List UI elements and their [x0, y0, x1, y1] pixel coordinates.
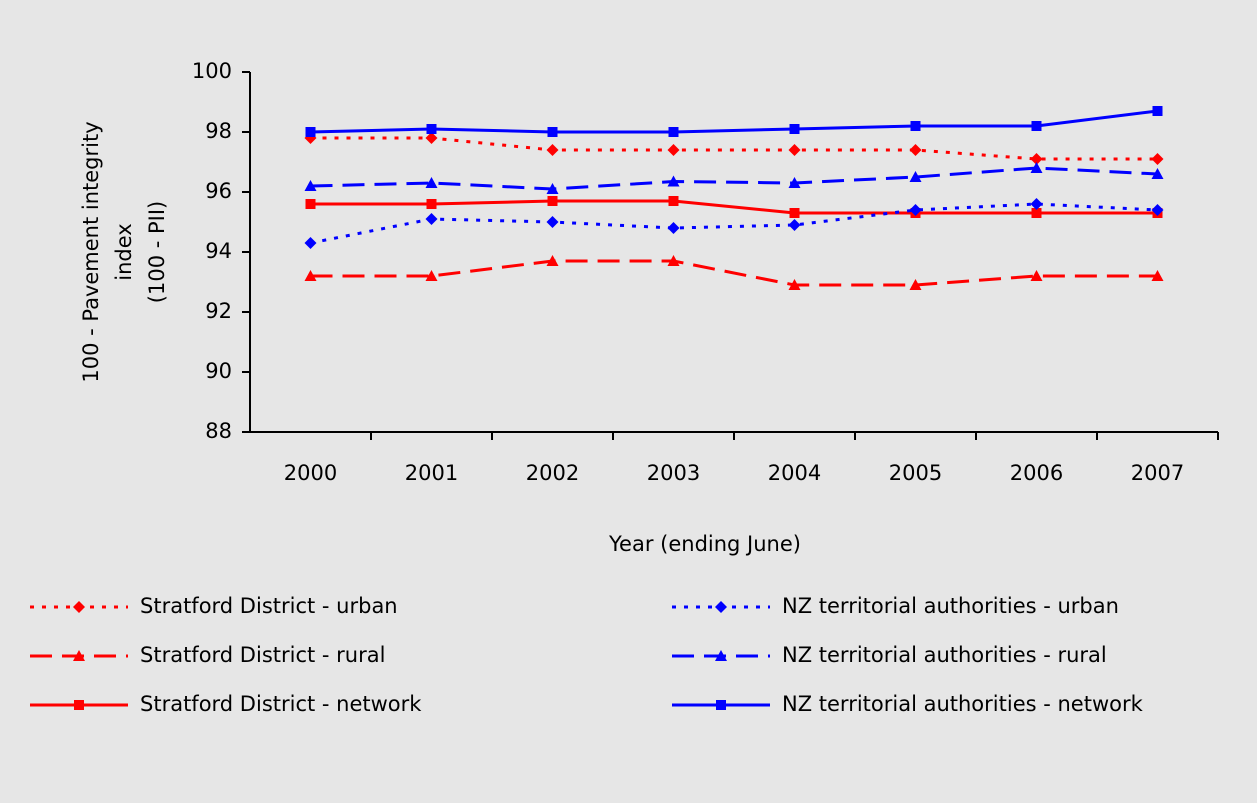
marker — [305, 127, 316, 137]
x-axis-title: Year (ending June) — [608, 532, 801, 556]
marker — [788, 219, 801, 231]
marker — [910, 121, 921, 131]
series-line — [310, 109, 1158, 134]
x-tick-label: 2004 — [768, 461, 821, 485]
marker — [667, 175, 680, 187]
x-tick-label: 2007 — [1131, 461, 1184, 485]
marker — [1030, 198, 1043, 210]
y-tick-label: 92 — [205, 299, 232, 323]
x-tick-label: 2005 — [889, 461, 942, 485]
marker — [547, 196, 558, 206]
marker — [425, 177, 438, 188]
marker — [1151, 168, 1164, 179]
y-axis-title-line: (100 - PII) — [145, 201, 169, 303]
y-tick-label: 100 — [192, 59, 232, 83]
marker — [909, 144, 922, 156]
marker — [426, 124, 437, 134]
marker — [546, 144, 559, 156]
marker — [1031, 121, 1042, 131]
series-line — [310, 202, 1158, 245]
marker — [547, 127, 558, 137]
marker — [1151, 270, 1164, 281]
y-tick-label: 96 — [205, 179, 232, 203]
marker — [425, 132, 438, 144]
y-tick-label: 88 — [205, 419, 232, 443]
marker — [667, 144, 680, 156]
x-tick-label: 2003 — [647, 461, 700, 485]
x-tick-label: 2000 — [284, 461, 337, 485]
series-line — [310, 259, 1158, 287]
marker — [789, 124, 800, 134]
marker — [715, 601, 727, 613]
x-tick-label: 2006 — [1010, 461, 1063, 485]
marker — [1151, 204, 1164, 216]
marker — [73, 650, 85, 661]
marker — [305, 199, 316, 209]
x-tick-label: 2001 — [405, 461, 458, 485]
marker — [909, 279, 922, 290]
marker — [546, 255, 559, 266]
marker — [1031, 208, 1042, 218]
marker — [909, 171, 922, 182]
legend-label: Stratford District - urban — [140, 594, 398, 618]
marker — [1152, 106, 1163, 116]
legend-label: NZ territorial authorities - urban — [782, 594, 1119, 618]
marker — [788, 279, 801, 290]
marker — [668, 127, 679, 137]
x-tick-label: 2002 — [526, 461, 579, 485]
y-axis-title: 100 - Pavement integrity index (100 - PI… — [79, 121, 169, 382]
marker — [425, 270, 438, 281]
marker — [1030, 270, 1043, 281]
marker — [789, 208, 800, 218]
marker — [668, 196, 679, 206]
marker — [304, 237, 317, 249]
marker — [426, 199, 437, 209]
marker — [1151, 153, 1164, 165]
marker — [1030, 162, 1043, 173]
y-tick-label: 90 — [205, 359, 232, 383]
marker — [546, 183, 559, 194]
marker — [788, 144, 801, 156]
marker — [788, 177, 801, 188]
legend-label: NZ territorial authorities - network — [782, 692, 1144, 716]
marker — [1030, 153, 1043, 165]
legend-label: Stratford District - rural — [140, 643, 385, 667]
y-tick-label: 94 — [205, 239, 232, 263]
marker — [73, 601, 85, 613]
marker — [667, 255, 680, 266]
series-line — [310, 166, 1158, 191]
marker — [667, 222, 680, 234]
marker — [304, 180, 317, 191]
marker — [304, 270, 317, 281]
y-axis-title-line: 100 - Pavement integrity — [79, 121, 103, 382]
marker — [74, 700, 84, 710]
marker — [715, 650, 727, 661]
marker — [716, 700, 726, 710]
y-axis-title-line: index — [112, 223, 136, 280]
legend-label: NZ territorial authorities - rural — [782, 643, 1107, 667]
marker — [546, 216, 559, 228]
y-tick-label: 98 — [205, 119, 232, 143]
marker — [425, 213, 438, 225]
marker — [909, 204, 922, 216]
series-line — [310, 199, 1158, 215]
legend-label: Stratford District - network — [140, 692, 422, 716]
